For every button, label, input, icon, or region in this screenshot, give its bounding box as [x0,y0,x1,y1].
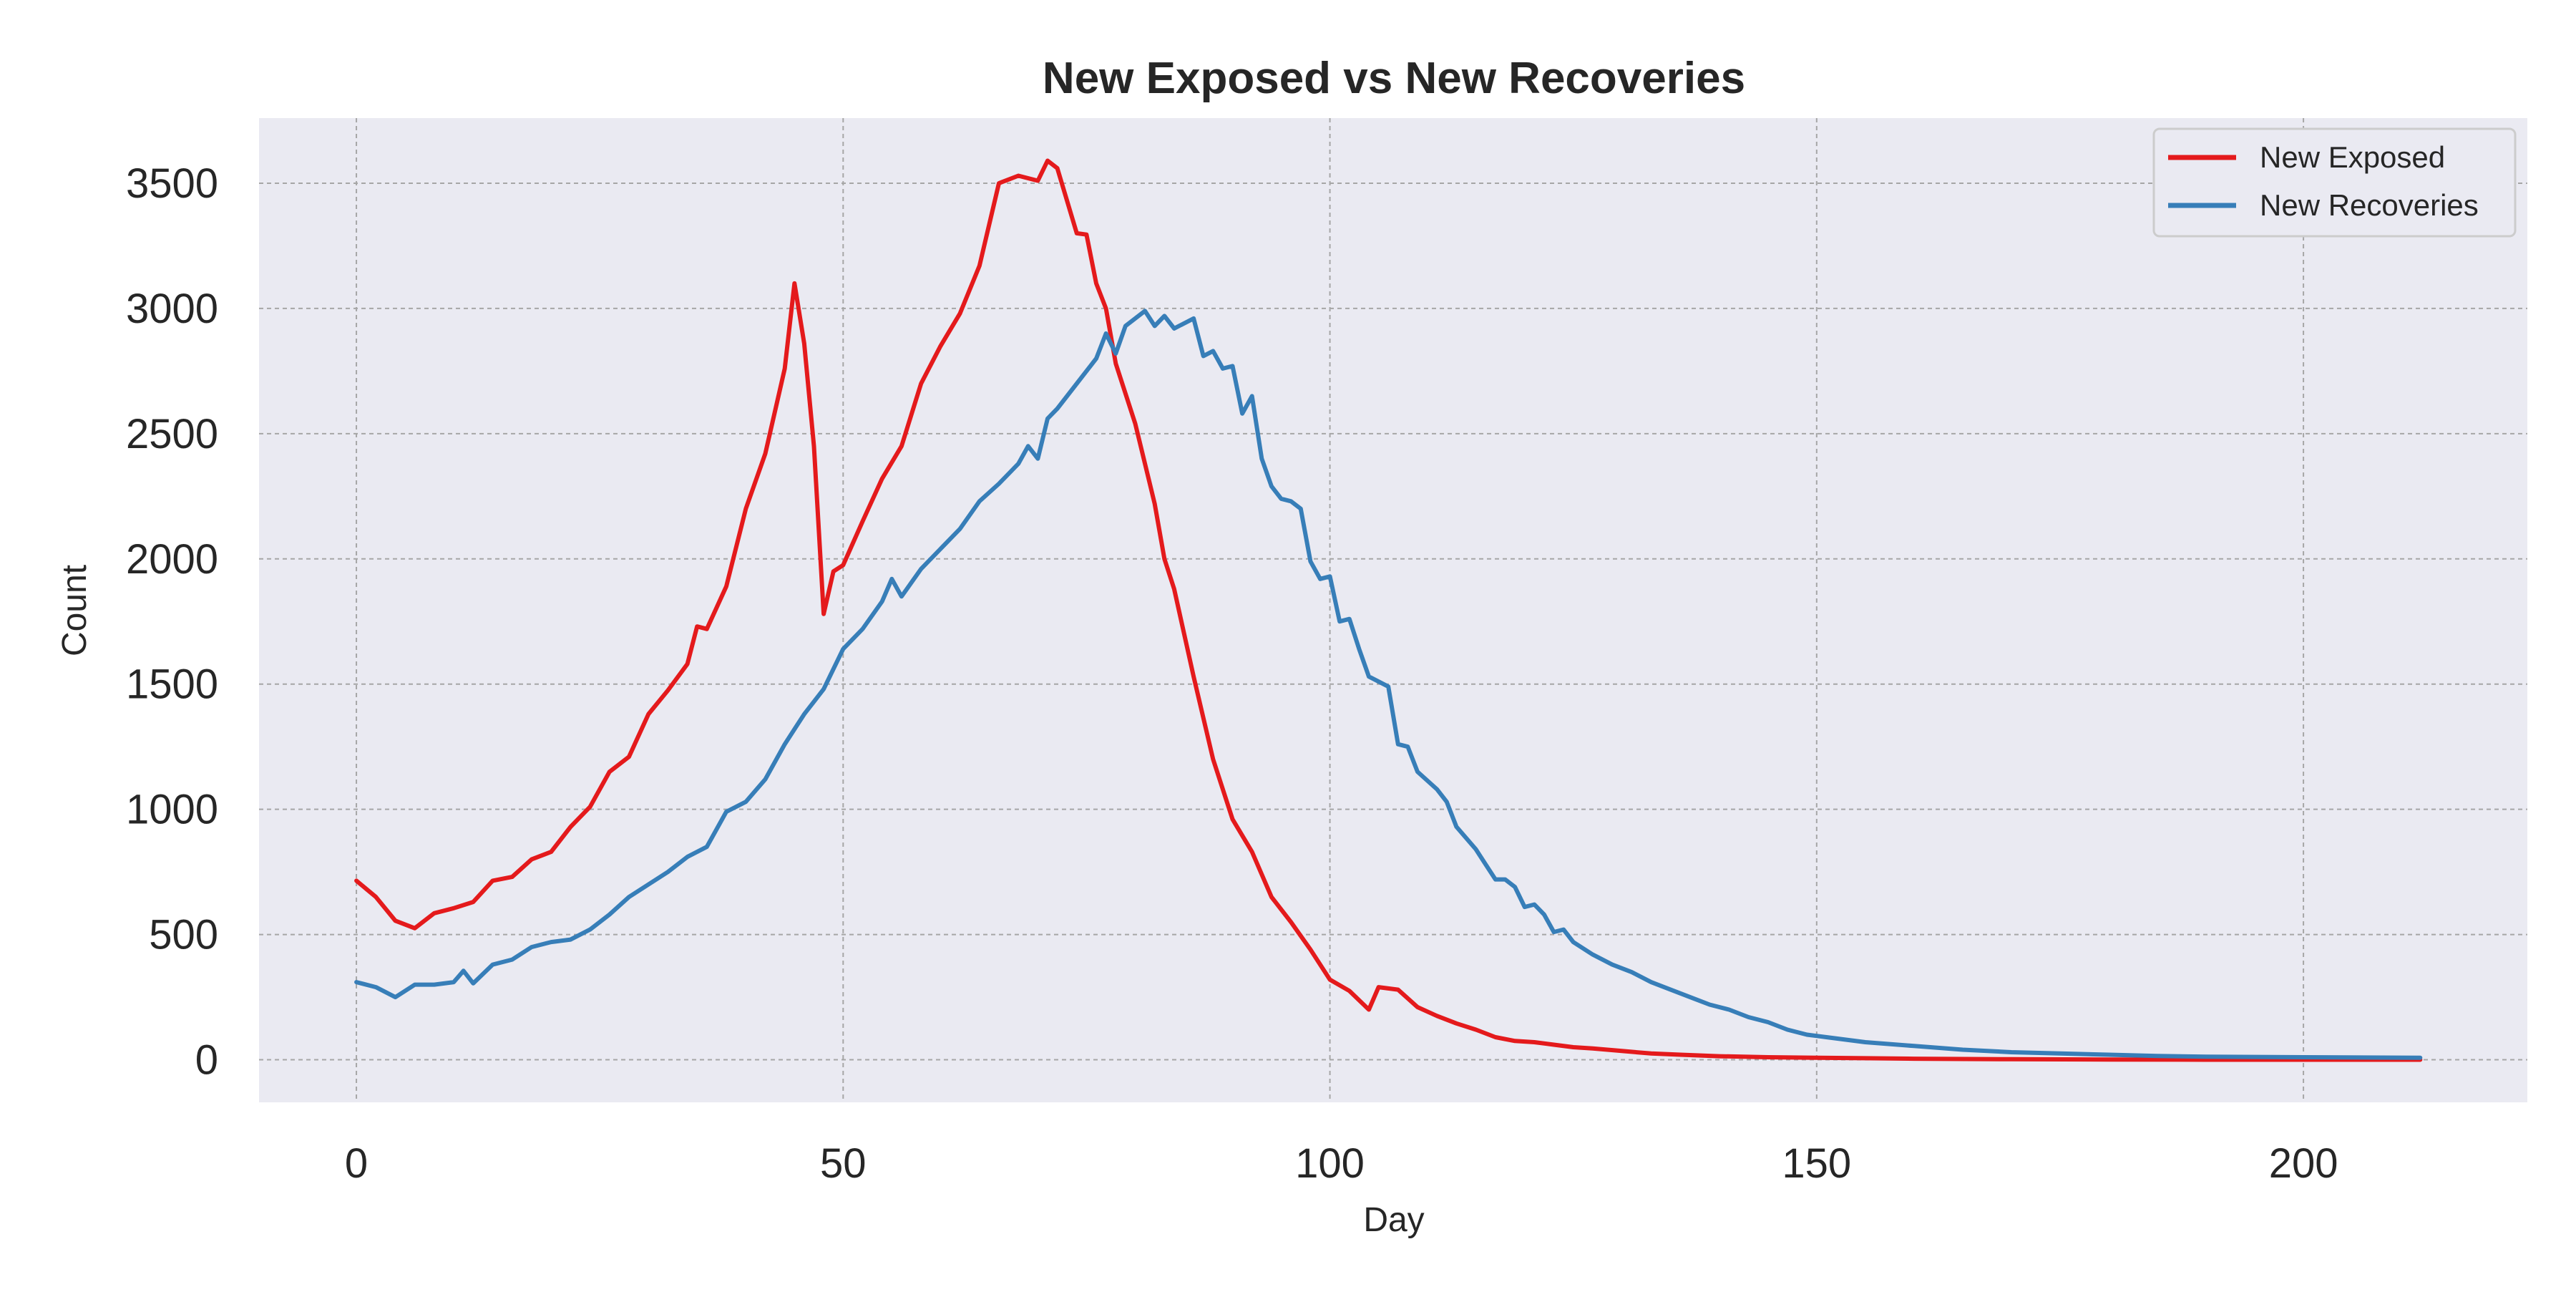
y-tick-label: 1000 [126,787,218,833]
x-tick-label: 100 [1295,1140,1365,1187]
x-tick-label: 150 [1782,1140,1851,1187]
x-axis-label: Day [1363,1201,1424,1239]
legend: New Exposed New Recoveries [2152,127,2517,238]
y-tick-label: 500 [149,912,218,958]
y-tick-label: 2000 [126,536,218,583]
series-layer [354,158,2423,1062]
x-tick-label: 50 [820,1140,867,1187]
y-tick-label: 0 [195,1037,218,1084]
x-tick-label: 200 [2269,1140,2338,1187]
legend-label-new-exposed: New Exposed [2260,140,2445,174]
y-tick-label: 2500 [126,411,218,457]
legend-box [2152,127,2517,238]
y-axis-label: Count [56,565,94,656]
chart-title: New Exposed vs New Recoveries [1043,54,1745,103]
y-tick-label: 3500 [126,160,218,207]
grid [259,118,2527,1102]
legend-label-new-recoveries: New Recoveries [2260,188,2479,222]
series-line-new-exposed [354,158,2423,1062]
x-tick-label: 0 [345,1140,368,1187]
y-tick-label: 3000 [126,286,218,332]
y-tick-label: 1500 [126,661,218,708]
series-line-new-recoveries [354,309,2423,1060]
plot-area [259,118,2527,1102]
